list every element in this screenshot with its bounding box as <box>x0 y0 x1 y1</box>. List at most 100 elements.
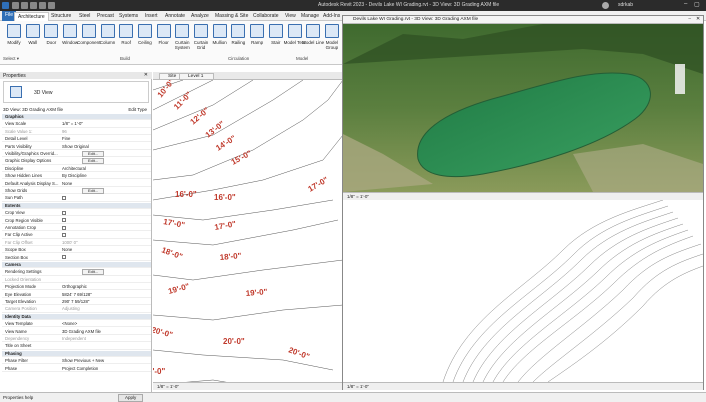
contour-elevation-label[interactable]: 19'-0" <box>245 287 268 298</box>
property-checkbox[interactable] <box>62 225 66 231</box>
contour-elevation-label[interactable]: 14'-0" <box>214 133 237 152</box>
minimize-icon[interactable]: – <box>688 17 691 22</box>
open-icon[interactable] <box>12 2 19 9</box>
3d-view-window[interactable]: Devils Lake WI Grading.rvt - 3D View: 3D… <box>342 15 704 200</box>
model-group-button[interactable]: Model Group <box>320 24 344 54</box>
properties-section[interactable]: Extents <box>2 202 151 210</box>
edit-button[interactable]: Edit... <box>82 269 105 276</box>
edit-button[interactable]: Edit... <box>82 158 105 165</box>
ribbon-group-select[interactable]: Select ▾ <box>3 56 20 61</box>
property-value[interactable]: None <box>62 180 73 186</box>
tab-structure[interactable]: Structure <box>51 13 72 19</box>
user-icon[interactable] <box>602 2 609 9</box>
property-value[interactable]: 5824' 7 69/128" <box>62 291 92 297</box>
contour-plan[interactable]: 10'-0"11'-0"12'-0"13'-0"14'-0"15'-0"16'-… <box>148 77 706 391</box>
save-icon[interactable] <box>21 2 28 9</box>
property-value[interactable]: 1/8" = 1'-0" <box>62 121 83 127</box>
property-checkbox[interactable] <box>62 255 66 261</box>
revit-logo-icon[interactable] <box>2 2 9 9</box>
property-checkbox[interactable] <box>62 218 66 224</box>
component-button[interactable]: Component <box>77 24 101 54</box>
contour-elevation-label[interactable]: 10'-0" <box>156 77 177 100</box>
contour-elevation-label[interactable]: 19'-0" <box>167 282 190 296</box>
tab-annotate[interactable]: Annotate <box>165 13 186 19</box>
plan-window-scale[interactable]: 1/8" = 1'-0" <box>347 384 369 389</box>
property-checkbox[interactable] <box>62 195 66 201</box>
instance-selector[interactable]: 3D View: 3D Grading AXM file Edit Type <box>3 106 149 113</box>
plan-window-contours[interactable] <box>343 170 703 382</box>
tab-insert[interactable]: Insert <box>145 13 158 19</box>
property-value[interactable]: Show Previous + New <box>62 358 105 364</box>
contour-elevation-label[interactable]: 16'-0" <box>175 190 197 199</box>
ceiling-button[interactable]: Ceiling <box>133 24 157 54</box>
property-checkbox[interactable] <box>62 210 66 216</box>
properties-section[interactable]: Camera <box>2 262 151 269</box>
edit-type-button[interactable]: Edit Type <box>128 107 147 112</box>
view-scale[interactable]: 1/8" = 1'-0" <box>157 384 179 389</box>
redo-icon[interactable] <box>39 2 46 9</box>
property-value[interactable]: 290' 7 59/128" <box>62 299 90 304</box>
model-text-button[interactable]: Model Text <box>283 24 307 54</box>
window-button[interactable]: Window <box>58 24 82 54</box>
tab-collaborate[interactable]: Collaborate <box>253 13 279 19</box>
railing-button[interactable]: Railing <box>226 24 250 54</box>
properties-help-link[interactable]: Properties help <box>3 395 34 400</box>
contour-elevation-label[interactable]: 1'-0" <box>148 367 165 376</box>
type-selector[interactable]: 3D View <box>3 81 149 103</box>
tab-steel[interactable]: Steel <box>79 13 91 19</box>
tab-precast[interactable]: Precast <box>97 13 114 19</box>
property-value[interactable]: Architectural <box>62 165 86 171</box>
roof-button[interactable]: Roof <box>114 24 138 54</box>
3d-window-scale[interactable]: 1/8" = 1'-0" <box>347 194 369 199</box>
door-button[interactable]: Door <box>39 24 63 54</box>
properties-section[interactable]: Phasing <box>2 350 151 358</box>
print-icon[interactable] <box>48 2 55 9</box>
floor-button[interactable]: Floor <box>152 24 176 54</box>
ramp-button[interactable]: Ramp <box>245 24 269 54</box>
property-value[interactable]: None <box>62 247 73 253</box>
contour-elevation-label[interactable]: 18'-0" <box>160 245 184 261</box>
tab-view[interactable]: View <box>285 13 296 19</box>
tab-add-ins[interactable]: Add-Ins <box>323 13 341 19</box>
contour-elevation-label[interactable]: 20'-0" <box>287 345 311 361</box>
wall-button[interactable]: Wall <box>21 24 45 54</box>
property-value[interactable]: <None> <box>62 321 78 327</box>
contour-elevation-label[interactable]: 20'-0" <box>223 337 245 346</box>
contour-elevation-label[interactable]: 18'-0" <box>219 251 242 262</box>
tab-manage[interactable]: Manage <box>301 13 320 19</box>
terrain-render[interactable] <box>343 24 703 192</box>
tab-massing-site[interactable]: Massing & Site <box>215 13 249 19</box>
stair-button[interactable]: Stair <box>264 24 288 54</box>
contour-elevation-label[interactable]: 17'-0" <box>163 217 186 230</box>
tab-file[interactable]: File <box>2 11 17 21</box>
curtain-system-button[interactable]: Curtain System <box>170 24 194 54</box>
edit-button[interactable]: Edit... <box>82 151 105 157</box>
contour-elevation-label[interactable]: 17'-0" <box>307 175 330 194</box>
undo-icon[interactable] <box>30 2 37 9</box>
property-value[interactable]: 3D Grading AXM file <box>62 328 101 334</box>
property-value[interactable]: Orthographic <box>62 284 87 290</box>
contour-elevation-label[interactable]: 16'-0" <box>214 193 236 202</box>
property-value[interactable]: Project Completion <box>62 365 99 371</box>
edit-button[interactable]: Edit... <box>82 188 105 194</box>
contour-elevation-label[interactable]: 12'-0" <box>189 106 212 127</box>
contour-elevation-label[interactable]: 17'-0" <box>214 219 237 232</box>
3d-window-caption[interactable]: Devils Lake WI Grading.rvt - 3D View: 3D… <box>343 16 703 24</box>
property-checkbox[interactable] <box>62 232 66 238</box>
maximize-icon[interactable]: ▢ <box>694 2 700 8</box>
contour-elevation-label[interactable]: 20'-0" <box>150 325 174 339</box>
contour-elevation-label[interactable]: 11'-0" <box>172 90 194 112</box>
properties-section[interactable]: Identity Data <box>2 313 151 321</box>
apply-button[interactable]: Apply <box>118 394 144 402</box>
mullion-button[interactable]: Mullion <box>208 24 232 54</box>
close-icon[interactable]: ✕ <box>695 17 700 22</box>
tab-level-1[interactable]: Level 1 <box>179 73 215 80</box>
contour-elevation-label[interactable]: 15'-0" <box>230 149 254 167</box>
close-icon[interactable]: ✕ <box>143 72 148 78</box>
modify-button[interactable]: Modify <box>2 24 26 54</box>
tab-systems[interactable]: Systems <box>119 13 139 19</box>
model-line-button[interactable]: Model Line <box>301 24 325 54</box>
minimize-icon[interactable]: – <box>684 1 688 7</box>
property-value[interactable]: By Discipline <box>62 173 87 179</box>
property-value[interactable]: Fine <box>62 136 71 142</box>
